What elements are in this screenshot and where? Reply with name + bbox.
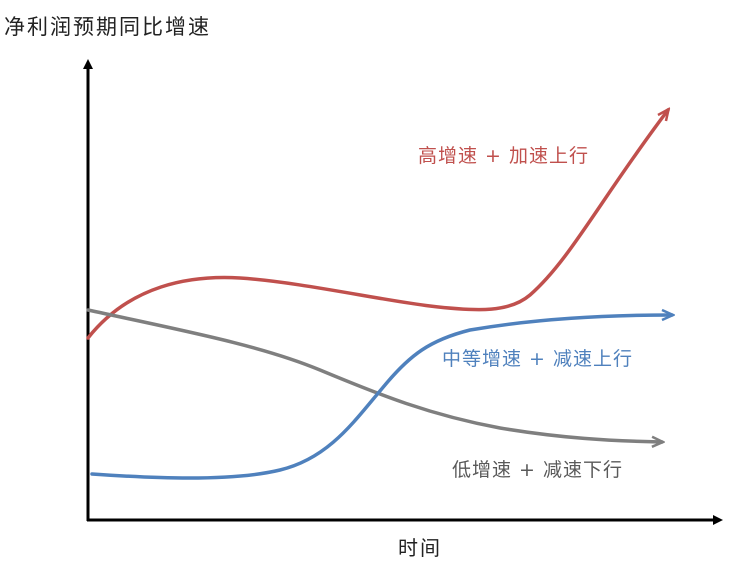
curve-label-medium: 中等增速 + 减速上行 bbox=[442, 348, 633, 370]
curve-label-low: 低增速 + 减速下行 bbox=[452, 459, 623, 481]
curve-high-growth bbox=[86, 110, 668, 340]
curve-label-high: 高增速 + 加速上行 bbox=[418, 145, 589, 167]
curve-low-growth bbox=[86, 308, 662, 442]
curve-medium-growth bbox=[90, 315, 672, 480]
y-axis-label: 净利润预期同比增速 bbox=[4, 15, 211, 39]
x-axis-label: 时间 bbox=[398, 536, 442, 560]
